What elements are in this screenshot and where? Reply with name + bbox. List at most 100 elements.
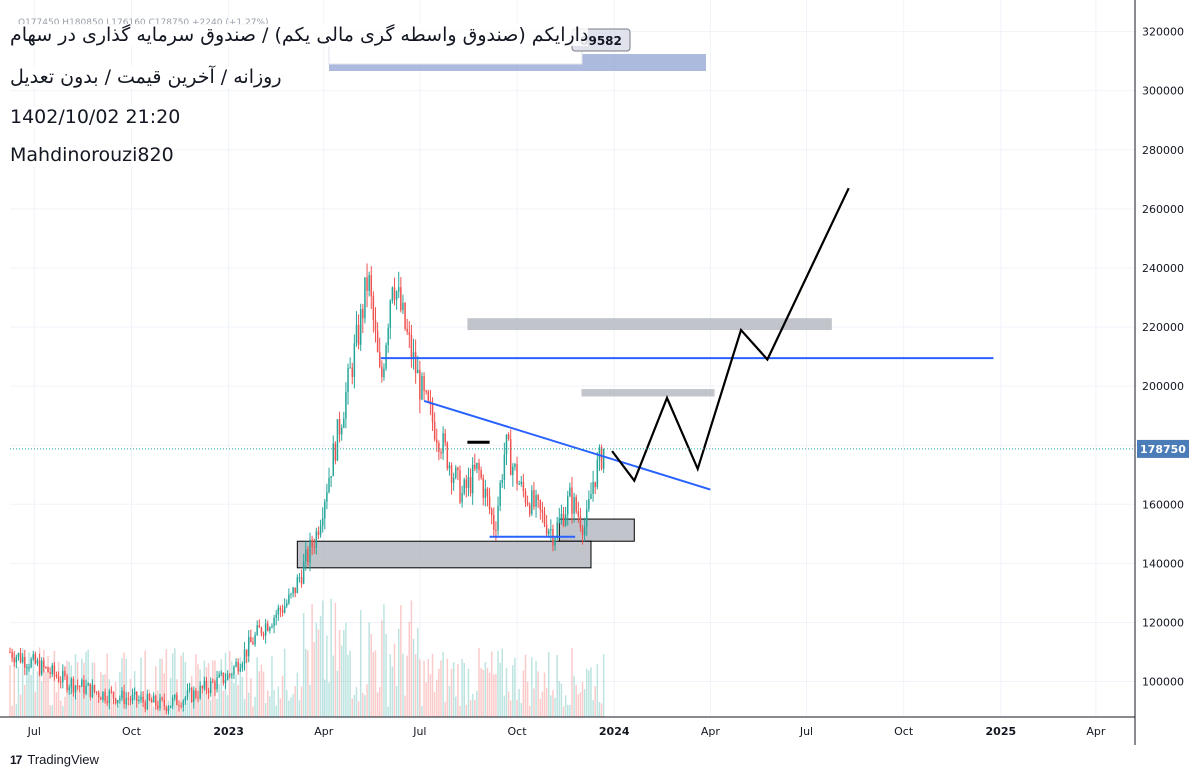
- volume-bar: [541, 691, 544, 717]
- candle-body: [116, 700, 119, 704]
- volume-bar: [351, 698, 354, 717]
- candle-body: [387, 327, 389, 346]
- support-resistance-zone[interactable]: [581, 389, 715, 397]
- candle-body: [112, 691, 115, 699]
- volume-bar: [55, 692, 58, 717]
- volume-bar: [383, 604, 385, 717]
- volume-bar: [431, 653, 434, 717]
- volume-bar: [353, 694, 356, 717]
- volume-bar: [49, 705, 51, 717]
- candle-body: [180, 705, 182, 707]
- candle-body: [81, 679, 83, 687]
- volume-bar: [119, 672, 121, 717]
- volume-bar: [317, 629, 320, 717]
- candle-body: [590, 493, 592, 500]
- volume-bar: [381, 620, 383, 717]
- volume-bar: [72, 685, 75, 717]
- candle-body: [372, 295, 375, 320]
- volume-bar: [159, 658, 161, 717]
- volume-bar: [131, 697, 134, 717]
- volume-bar: [307, 650, 309, 717]
- volume-bar: [436, 679, 438, 717]
- y-tick-label: 160000: [1142, 498, 1184, 511]
- candle-body: [573, 497, 575, 514]
- volume-bar: [269, 696, 271, 717]
- x-tick-label: Jul: [412, 725, 426, 738]
- volume-bar: [400, 605, 402, 717]
- candle-body: [336, 419, 339, 461]
- candle-body: [528, 504, 531, 515]
- candle-body: [104, 691, 106, 701]
- candle-body: [78, 686, 81, 688]
- candle-body: [184, 697, 187, 701]
- volume-bar: [421, 706, 423, 717]
- candle-body: [425, 391, 427, 393]
- candle-body: [374, 319, 377, 332]
- candle-body: [254, 634, 256, 645]
- candle-body: [493, 515, 495, 530]
- volume-bar: [533, 688, 535, 717]
- candle-body: [412, 352, 415, 360]
- volume-bar: [474, 699, 476, 717]
- price-projection-path[interactable]: [611, 187, 850, 483]
- candle-body: [376, 331, 379, 352]
- volume-bar: [32, 656, 34, 717]
- support-resistance-zone[interactable]: [467, 318, 832, 331]
- volume-bar: [279, 698, 282, 717]
- candle-body: [144, 702, 146, 710]
- candle-body: [245, 649, 248, 657]
- volume-bar: [528, 705, 531, 717]
- candle-body: [495, 529, 497, 531]
- candle-body: [106, 700, 108, 704]
- volume-bar: [345, 622, 347, 717]
- tradingview-brand[interactable]: 17 TradingView: [10, 752, 99, 767]
- candle-body: [378, 351, 381, 367]
- drawing-lines[interactable]: [10, 187, 1135, 538]
- volume-bar: [78, 691, 81, 717]
- support-resistance-zone[interactable]: [558, 518, 635, 542]
- candle-body: [68, 687, 70, 690]
- candle-body: [290, 593, 292, 595]
- candle-body: [448, 465, 451, 469]
- volume-bar: [452, 662, 455, 717]
- volume-bar: [209, 700, 212, 717]
- volume-bar: [140, 657, 142, 717]
- support-resistance-zone[interactable]: [296, 540, 592, 569]
- volume-bar: [484, 662, 487, 717]
- volume-bar: [57, 661, 60, 717]
- candle-body: [19, 653, 22, 663]
- volume-bar: [180, 655, 182, 717]
- drawing-zones[interactable]: 09582: [296, 28, 832, 569]
- candle-body: [123, 690, 125, 705]
- volume-bar: [427, 659, 430, 717]
- volume-bar: [594, 686, 596, 717]
- volume-bar: [387, 706, 389, 717]
- volume-bar: [550, 695, 552, 717]
- candle-body: [85, 685, 87, 694]
- candle-body: [197, 697, 199, 699]
- volume-bar: [364, 695, 366, 717]
- volume-bar: [62, 706, 64, 717]
- trendline[interactable]: [423, 399, 711, 491]
- volume-bar: [478, 647, 480, 717]
- volume-bar: [21, 648, 24, 717]
- candle-body: [389, 300, 392, 328]
- volume-bar: [554, 697, 556, 717]
- candle-body: [298, 577, 301, 579]
- chart-subtitle: روزانه / آخرین قیمت / بدون تعدیل: [10, 66, 282, 88]
- volume-bar: [233, 682, 235, 717]
- volume-bar: [507, 691, 510, 717]
- volume-bar: [53, 650, 56, 717]
- volume-bar: [368, 622, 370, 717]
- candle-body: [97, 692, 100, 698]
- candle-body: [349, 367, 351, 369]
- candle-body: [231, 674, 233, 676]
- candle-body: [59, 681, 62, 683]
- candle-body: [586, 509, 588, 527]
- candle-body: [330, 476, 332, 478]
- volume-bar: [556, 655, 558, 717]
- volume-bar: [127, 702, 130, 717]
- candle-body: [402, 302, 404, 311]
- volume-bar: [448, 685, 451, 717]
- candle-body: [201, 686, 204, 689]
